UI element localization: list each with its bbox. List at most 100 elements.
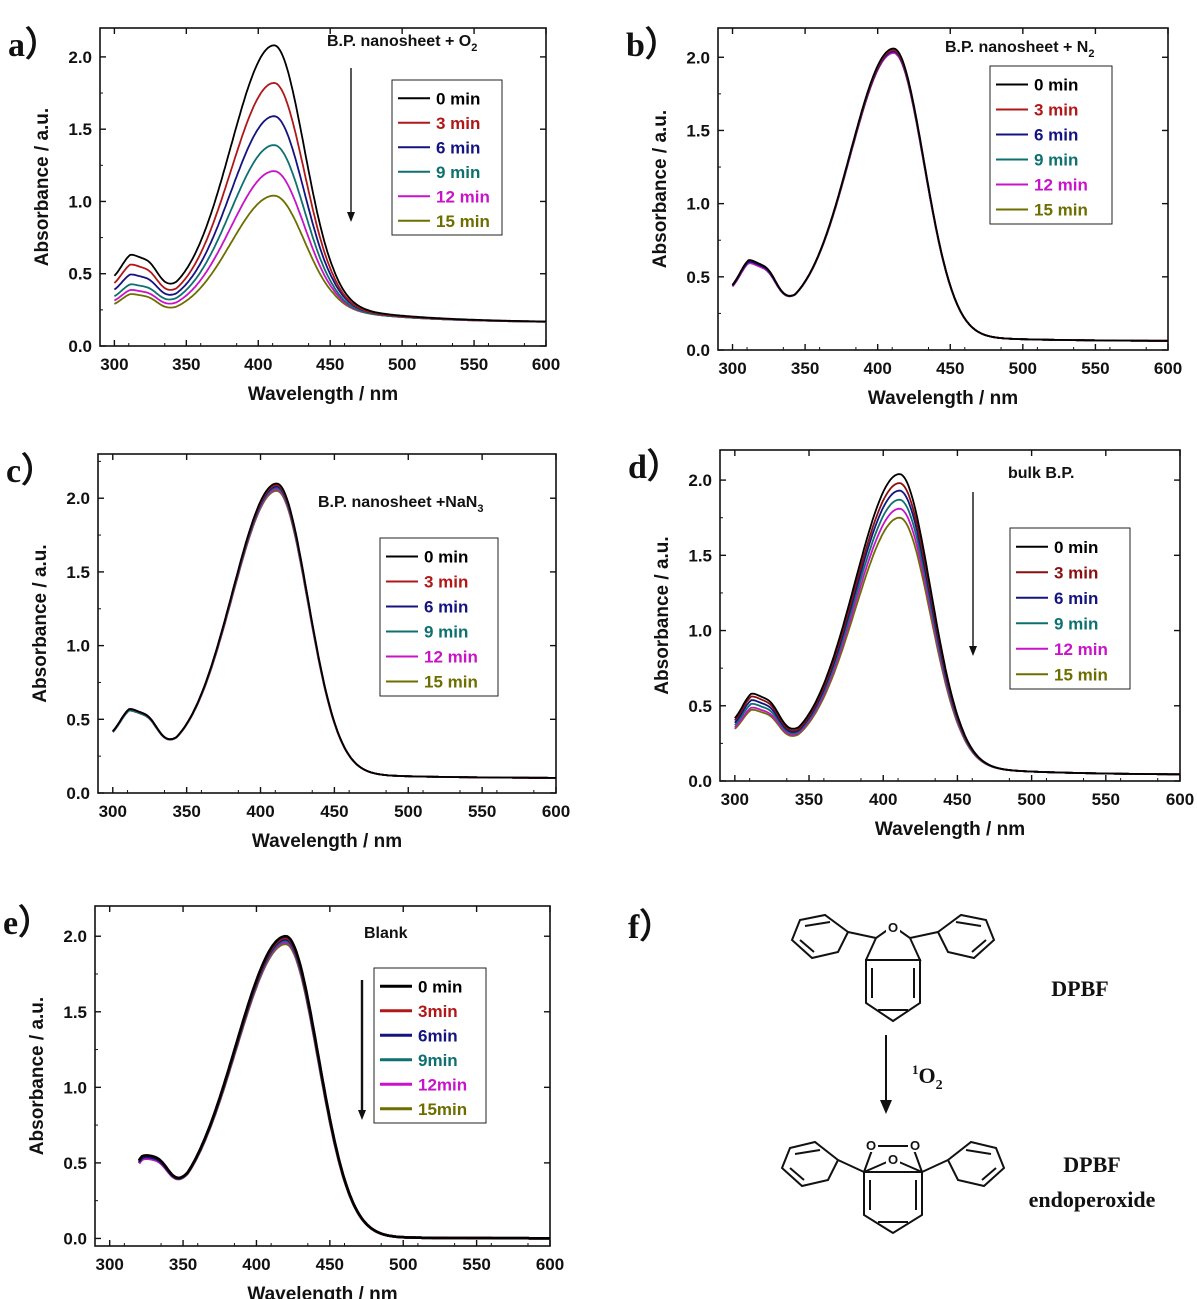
x-tick-label: 500 [389, 1255, 417, 1274]
legend-entry: 9 min [424, 623, 468, 642]
y-tick-label: 1.5 [63, 1003, 87, 1022]
x-tick-label: 350 [172, 355, 200, 374]
endoperoxide-structure [780, 1140, 1006, 1235]
series-group [734, 473, 1180, 776]
x-tick-label: 450 [316, 1255, 344, 1274]
x-axis-title: Wavelength / nm [868, 388, 1018, 409]
series-line-15min [137, 942, 550, 1240]
phenyl-double-bond [965, 1149, 992, 1155]
legend: 0 min 3 min 6 min 9 min 12 min 15 min [989, 65, 1113, 225]
x-tick-label: 600 [542, 802, 570, 821]
bond [921, 1159, 949, 1173]
endoperoxide-label-line2: endoperoxide [1029, 1187, 1156, 1212]
panel-label-b: b） [626, 25, 679, 64]
series-line-6min [137, 937, 550, 1240]
y-tick-label: 0.5 [686, 268, 710, 287]
legend-entry: 6 min [424, 598, 468, 617]
legend-entry: 3 min [436, 114, 480, 133]
legend: 0 min 3 min 6 min 9 min 12 min 15 min [391, 79, 503, 236]
panel-annotation: bulk B.P. [1008, 465, 1074, 482]
singlet-oxygen-label: 1O2 [912, 1062, 943, 1093]
bond [909, 931, 939, 939]
legend-entry: 0 min [436, 89, 480, 108]
legend-entry: 15min [418, 1100, 467, 1119]
x-tick-label: 300 [100, 355, 128, 374]
reaction-scheme: f） O DPBF 1O2 [628, 907, 1156, 1235]
x-tick-label: 350 [172, 802, 200, 821]
atom-mask [886, 1152, 900, 1166]
y-tick-label: 0.0 [68, 337, 92, 356]
legend-entry: 9 min [1054, 614, 1098, 633]
panel-annotation: B.P. nanosheet + N2 [945, 39, 1094, 60]
x-axis-title: Wavelength / nm [875, 819, 1025, 840]
charts-layer: a） 300 350 400 450 500 550 600 0.0 0.5 1.0 1.5 2.0 Wa… [3, 25, 1194, 1299]
legend: 0 min 3 min 6 min 9 min 12 min 15 min [1009, 527, 1131, 690]
plot-frame [97, 453, 557, 794]
x-tick-label: 450 [936, 359, 964, 378]
dpbf-label: DPBF [1051, 976, 1108, 1001]
series-group [137, 934, 550, 1240]
y-axis-title: Absorbance / a.u. [27, 997, 48, 1155]
phenyl-left [790, 913, 850, 960]
peroxide-oxygen: O [910, 1138, 920, 1153]
x-axis-title: Wavelength / nm [247, 1284, 397, 1299]
panel-label-a: a） [8, 25, 59, 64]
y-tick-label: 2.0 [68, 48, 92, 67]
x-axis-title: Wavelength / nm [248, 384, 398, 405]
x-tick-label: 400 [246, 802, 274, 821]
x-tick-label: 400 [869, 790, 897, 809]
x-tick-label: 300 [95, 1255, 123, 1274]
plot-frame [719, 449, 1181, 782]
plot-frame [99, 27, 547, 347]
legend-entry: 6 min [1034, 126, 1078, 145]
legend-entry: 6min [418, 1026, 458, 1045]
y-tick-label: 0.0 [63, 1229, 87, 1248]
legend-box [989, 65, 1113, 225]
y-tick-label: 1.0 [688, 622, 712, 641]
legend-entry: 12 min [436, 187, 490, 206]
x-tick-label: 550 [1092, 790, 1120, 809]
x-tick-label: 350 [169, 1255, 197, 1274]
series-group [731, 47, 1168, 342]
x-tick-label: 550 [468, 802, 496, 821]
series-line-3min [137, 936, 550, 1240]
phenyl-right [946, 1140, 1006, 1188]
phenyl-double-bond [804, 921, 831, 927]
y-axis-title: Absorbance / a.u. [32, 108, 53, 266]
phenyl-double-bond [981, 1167, 997, 1181]
bond [898, 1161, 923, 1173]
series-line-0-min [734, 473, 1180, 776]
x-tick-label: 500 [1009, 359, 1037, 378]
y-tick-label: 1.5 [688, 546, 712, 565]
panel-annotation: B.P. nanosheet +NaN3 [318, 494, 483, 515]
legend-entry: 15 min [436, 212, 490, 231]
legend-box [379, 537, 499, 697]
x-tick-label: 500 [394, 802, 422, 821]
legend-entry: 0 min [1034, 76, 1078, 95]
legend: 0 min 3 min 6 min 9 min 12 min 15 min [379, 537, 499, 697]
bond [913, 1149, 923, 1173]
legend-entry: 3 min [1034, 101, 1078, 120]
legend-entry: 0 min [418, 977, 462, 996]
legend-entry: 3 min [424, 573, 468, 592]
legend-box [373, 967, 487, 1124]
x-tick-label: 600 [1166, 790, 1194, 809]
legend-entry: 15 min [1054, 665, 1108, 684]
panel-a: a） 300 350 400 450 500 550 600 0.0 0.5 1.0 1.5 2.0 Wa… [8, 25, 560, 405]
y-axis-title: Absorbance / a.u. [650, 110, 671, 268]
panel-annotation: Blank [364, 925, 408, 942]
y-tick-label: 0.5 [66, 710, 90, 729]
y-tick-label: 0.5 [688, 697, 712, 716]
legend-entry: 12 min [1034, 176, 1088, 195]
x-tick-label: 400 [244, 355, 272, 374]
bond [837, 1159, 865, 1173]
legend: 0 min 3min 6min 9min 12min 15min [373, 967, 487, 1124]
plot-frame [94, 905, 551, 1247]
x-tick-label: 600 [532, 355, 560, 374]
y-tick-label: 2.0 [66, 489, 90, 508]
legend-box [391, 79, 503, 236]
bond [863, 1149, 873, 1173]
phenyl-left [780, 1140, 840, 1188]
panel-label-c: c） [6, 451, 55, 490]
y-tick-label: 1.5 [66, 563, 90, 582]
